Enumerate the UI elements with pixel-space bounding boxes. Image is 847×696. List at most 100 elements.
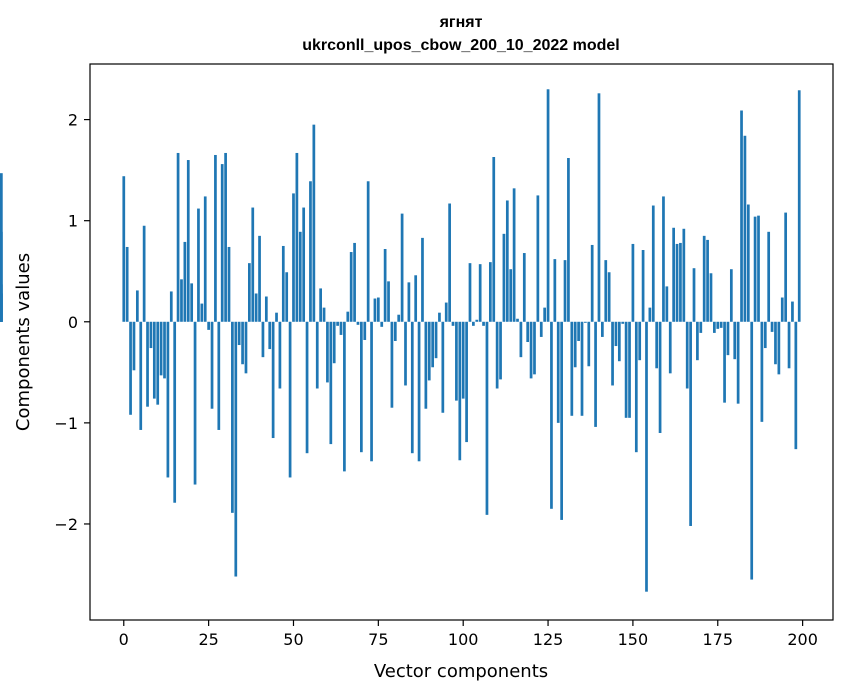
x-tick-label: 0 — [119, 630, 129, 649]
bar — [125, 246, 129, 322]
bar — [482, 321, 485, 326]
bar — [607, 272, 611, 322]
bar — [200, 303, 204, 322]
bar — [186, 160, 190, 322]
bar — [787, 321, 791, 369]
bar — [132, 321, 136, 371]
bar — [536, 195, 540, 322]
bar — [692, 268, 696, 322]
bar — [780, 297, 784, 322]
bar — [268, 321, 272, 350]
bar — [651, 205, 655, 322]
bar — [404, 321, 407, 386]
y-tick-label: −1 — [54, 414, 78, 433]
bar — [655, 321, 659, 369]
bar — [665, 286, 669, 322]
bar — [522, 253, 526, 322]
bar — [281, 245, 285, 322]
bar — [312, 124, 316, 322]
bar — [706, 239, 709, 322]
bar — [584, 321, 587, 323]
bar — [332, 321, 336, 364]
bar — [156, 321, 160, 405]
bar — [458, 321, 462, 461]
bar — [478, 264, 482, 322]
bar — [699, 321, 703, 333]
bar — [139, 321, 143, 430]
bar — [668, 321, 672, 374]
x-tick-label: 175 — [702, 630, 733, 649]
bar — [441, 321, 445, 413]
bar — [410, 321, 414, 454]
chart-title: ягнят — [439, 14, 483, 31]
bar — [146, 321, 149, 407]
bar — [295, 152, 299, 322]
bar — [173, 321, 177, 503]
bar — [716, 321, 720, 329]
bar — [601, 321, 604, 337]
bar — [210, 321, 214, 409]
x-tick-label: 150 — [618, 630, 649, 649]
bar — [129, 321, 132, 415]
bar — [746, 204, 750, 322]
bar — [488, 262, 492, 322]
bar — [638, 321, 642, 361]
bar — [675, 243, 679, 322]
bar — [275, 312, 278, 322]
bar — [241, 321, 244, 365]
bar — [736, 321, 740, 404]
bar — [519, 321, 523, 358]
x-tick-label: 125 — [533, 630, 564, 649]
bar — [261, 321, 265, 358]
bar — [309, 181, 312, 322]
bar — [305, 321, 309, 454]
bar — [570, 321, 574, 416]
bar — [797, 90, 801, 322]
bar — [763, 321, 767, 349]
bar — [614, 321, 618, 347]
bar — [682, 228, 686, 322]
bar — [370, 321, 373, 462]
bar — [207, 321, 210, 330]
x-tick-label: 25 — [198, 630, 218, 649]
bar — [662, 196, 665, 322]
bar — [696, 321, 699, 361]
bar — [472, 321, 475, 326]
bar — [553, 259, 557, 322]
bar — [658, 321, 662, 433]
bar — [577, 321, 580, 341]
bar — [278, 321, 282, 389]
bar — [407, 282, 411, 322]
bar — [495, 321, 499, 389]
bar — [516, 318, 519, 322]
bar — [685, 321, 689, 389]
bar — [550, 321, 553, 509]
bar — [546, 89, 550, 322]
bar — [611, 321, 614, 386]
bar — [149, 321, 153, 349]
bar — [689, 321, 692, 526]
bar — [509, 269, 513, 322]
bar — [217, 321, 221, 430]
bar — [740, 110, 743, 322]
bar — [248, 263, 251, 322]
bar — [424, 321, 428, 409]
x-axis-ticks: 0 25 50 75 100 125 150 175 200 — [119, 620, 818, 649]
bar — [563, 260, 567, 322]
y-axis-label: Components values — [13, 253, 34, 431]
chart-subtitle: ukrconll_upos_cbow_200_10_2022 model — [302, 37, 619, 54]
bar — [648, 307, 652, 322]
bar — [539, 321, 543, 337]
bar — [349, 252, 353, 322]
bar — [444, 302, 448, 322]
bar — [227, 246, 231, 322]
bar — [380, 321, 384, 327]
bar — [254, 293, 258, 322]
bar — [190, 283, 194, 322]
bar — [777, 321, 781, 375]
bar — [271, 321, 275, 439]
bar — [621, 321, 625, 324]
bar — [709, 273, 713, 322]
bar — [237, 321, 241, 346]
